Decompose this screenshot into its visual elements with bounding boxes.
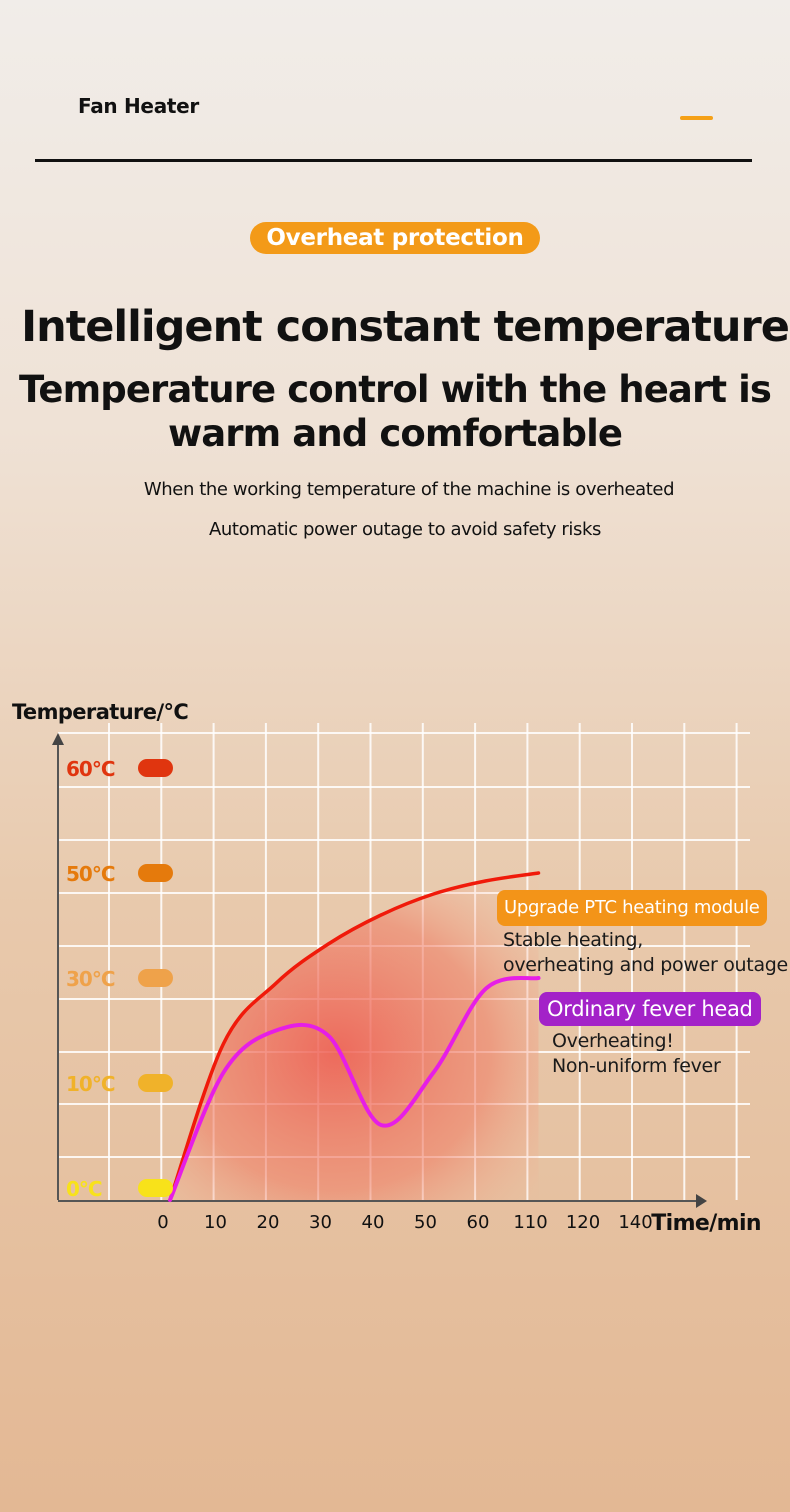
y-tick-pill bbox=[138, 1179, 173, 1197]
ordinary-note-line-2: Non-uniform fever bbox=[552, 1055, 721, 1077]
ptc-series-label: Upgrade PTC heating module bbox=[497, 890, 767, 926]
page-title: Intelligent constant temperature bbox=[21, 302, 790, 352]
ptc-area-fill bbox=[170, 873, 539, 1200]
y-axis-arrow bbox=[52, 733, 64, 745]
page-subtitle: Temperature control with the heart is wa… bbox=[0, 368, 790, 456]
y-tick-label: 60°C bbox=[66, 757, 115, 781]
x-tick-label: 50 bbox=[414, 1212, 437, 1233]
x-tick-label: 110 bbox=[513, 1212, 547, 1233]
y-tick-pill bbox=[138, 1074, 173, 1092]
y-tick-pill bbox=[138, 969, 173, 987]
x-tick-label: 20 bbox=[257, 1212, 280, 1233]
description-line-1: When the working temperature of the mach… bbox=[143, 479, 675, 500]
x-tick-label: 30 bbox=[309, 1212, 332, 1233]
x-axis-title: Time/min bbox=[651, 1211, 761, 1236]
y-tick-pill bbox=[138, 864, 173, 882]
x-tick-label: 120 bbox=[566, 1212, 600, 1233]
ptc-note-line-2: overheating and power outage bbox=[503, 954, 788, 976]
ordinary-series-line bbox=[168, 975, 541, 1202]
overheat-protection-badge: Overheat protection bbox=[250, 222, 540, 254]
temperature-chart: 60°C 50°C 30°C 10°C 0°C Temperature/°C 0 10 20 30… bbox=[12, 700, 762, 1236]
subtitle-line-1: Temperature control with the heart is bbox=[18, 368, 772, 411]
description-line-2: Automatic power outage to avoid safety r… bbox=[209, 519, 601, 540]
y-tick-label: 0°C bbox=[66, 1177, 102, 1201]
tag-wrap: Overheat protection bbox=[0, 222, 790, 254]
ordinary-series-label: Ordinary fever head bbox=[539, 992, 761, 1026]
x-axis-arrow bbox=[696, 1194, 707, 1208]
y-tick-label: 30°C bbox=[66, 967, 115, 991]
menu-icon[interactable] bbox=[680, 116, 713, 120]
y-axis-title: Temperature/°C bbox=[12, 700, 188, 724]
x-tick-label: 10 bbox=[204, 1212, 227, 1233]
header-divider bbox=[35, 159, 752, 162]
y-tick-label: 10°C bbox=[66, 1072, 115, 1096]
y-tick-pill bbox=[138, 759, 173, 777]
x-tick-label: 40 bbox=[362, 1212, 385, 1233]
x-tick-label: 60 bbox=[467, 1212, 490, 1233]
ptc-note-line-1: Stable heating, bbox=[503, 929, 643, 951]
ptc-series-line bbox=[168, 871, 541, 1202]
ordinary-note-line-1: Overheating! bbox=[552, 1030, 674, 1052]
x-tick-label: 0 bbox=[157, 1212, 168, 1233]
brand-name: Fan Heater bbox=[78, 94, 199, 118]
x-tick-label: 140 bbox=[618, 1212, 652, 1233]
y-tick-label: 50°C bbox=[66, 862, 115, 886]
subtitle-line-2: warm and comfortable bbox=[167, 412, 623, 455]
